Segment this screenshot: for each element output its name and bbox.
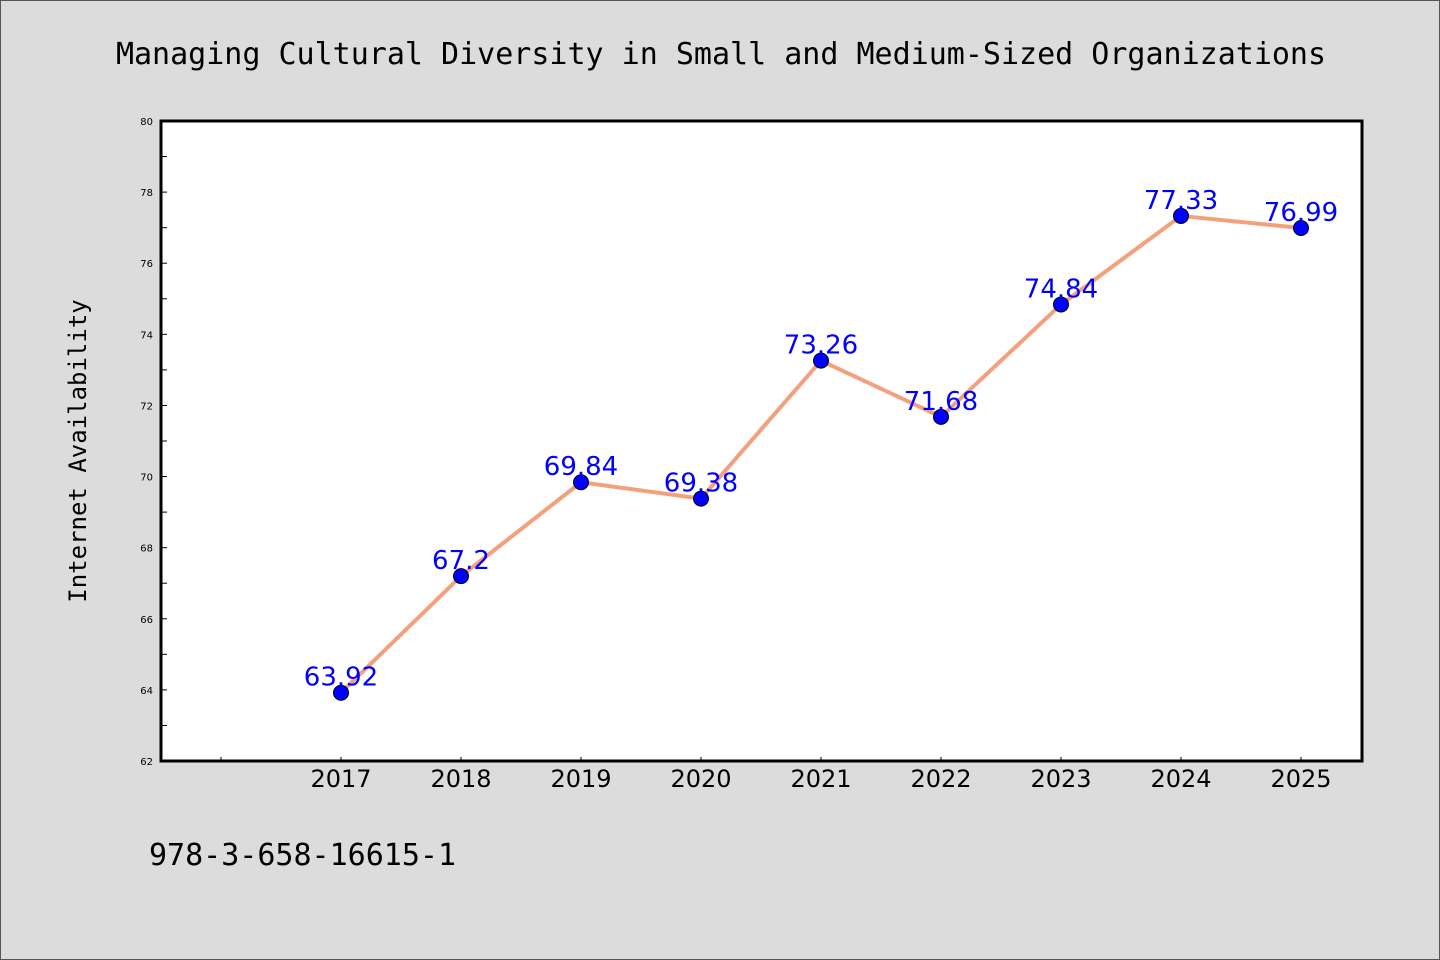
y-tick-label: 72 xyxy=(140,401,153,412)
x-tick-label: 2023 xyxy=(1030,765,1091,793)
data-point xyxy=(1173,207,1189,224)
data-label: 69.84 xyxy=(544,452,618,482)
data-label: 71.68 xyxy=(904,387,978,417)
data-label: 77.33 xyxy=(1144,186,1218,216)
y-tick-label: 78 xyxy=(140,188,153,199)
x-tick-label: 2017 xyxy=(310,765,371,793)
data-point xyxy=(933,408,949,425)
y-axis-label: Internet Availability xyxy=(64,299,92,602)
x-tick-label: 2018 xyxy=(430,765,491,793)
data-label: 76.99 xyxy=(1264,198,1338,228)
x-tick-label: 2022 xyxy=(910,765,971,793)
data-point xyxy=(1293,220,1309,237)
data-point xyxy=(453,568,469,585)
data-labels-group: 63.92 67.2 69.84 69.38 73.26 71.68 74.84 77.33 7… xyxy=(304,186,1338,693)
y-tick-label: 80 xyxy=(140,117,153,128)
x-axis-ticks: 2017 2018 2019 2020 2021 2022 2023 2024 2025 xyxy=(220,757,1332,793)
x-tick-label: 2021 xyxy=(790,765,851,793)
data-label: 63.92 xyxy=(304,663,378,693)
x-tick-label: 2020 xyxy=(670,765,731,793)
x-tick-label: 2024 xyxy=(1150,765,1211,793)
series-line-group xyxy=(333,207,1309,701)
data-point xyxy=(333,684,349,701)
chart-title: Managing Cultural Diversity in Small and… xyxy=(116,37,1326,72)
y-tick-label: 68 xyxy=(140,544,153,555)
data-label: 74.84 xyxy=(1024,274,1098,304)
data-point xyxy=(813,352,829,369)
y-tick-label: 64 xyxy=(140,686,153,697)
data-label: 73.26 xyxy=(784,331,858,361)
y-tick-label: 74 xyxy=(140,330,153,341)
data-point xyxy=(693,490,709,507)
y-tick-label: 76 xyxy=(140,259,153,270)
data-point xyxy=(1053,296,1069,313)
x-tick-label: 2025 xyxy=(1270,765,1331,793)
footer-isbn: 978-3-658-16615-1 xyxy=(149,838,456,873)
data-point xyxy=(573,474,589,491)
x-tick-label: 2019 xyxy=(550,765,611,793)
y-tick-label: 62 xyxy=(140,757,153,768)
y-tick-label: 66 xyxy=(140,615,153,626)
y-tick-label: 70 xyxy=(140,473,153,484)
plot-frame xyxy=(159,119,1364,763)
data-label: 69.38 xyxy=(664,469,738,499)
data-label: 67.2 xyxy=(432,546,490,576)
